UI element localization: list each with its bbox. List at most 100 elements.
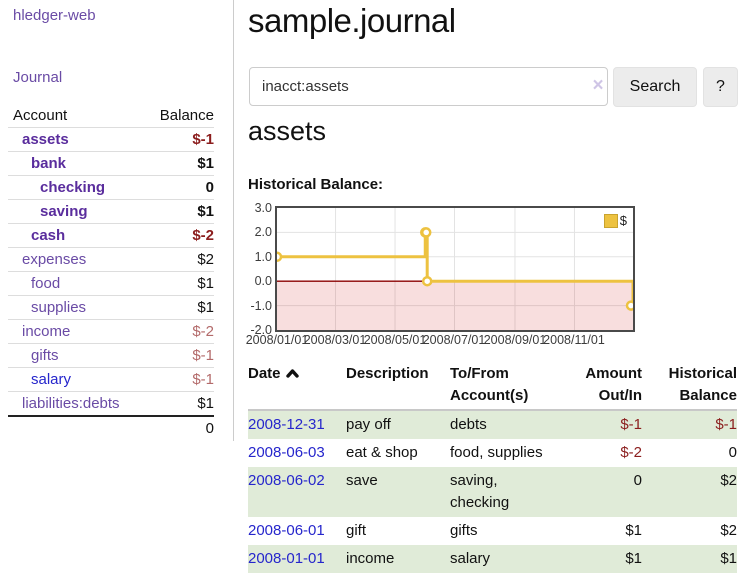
register-header-date[interactable]: Date: [248, 361, 346, 411]
register-header-account: To/From Account(s): [450, 361, 562, 411]
account-row: expenses $2: [8, 248, 214, 272]
register-header-description: Description: [346, 361, 450, 411]
transaction-date-link[interactable]: 2008-06-01: [248, 522, 325, 539]
register-header-row: Date Description To/From Account(s) Amou…: [248, 361, 737, 411]
brand-link[interactable]: hledger-web: [13, 7, 96, 24]
chart-svg: [277, 208, 633, 330]
transaction-accounts: gifts: [450, 522, 478, 539]
search-input[interactable]: [249, 67, 608, 106]
register-header-amount: Amount Out/In: [562, 361, 642, 411]
y-axis-tick: -2.0: [250, 323, 272, 337]
chart-legend: $: [601, 212, 629, 229]
account-link-saving[interactable]: saving: [40, 203, 88, 220]
account-row: food $1: [8, 272, 214, 296]
register-row: 2008-12-31 pay off debts $-1 $-1: [248, 410, 737, 439]
account-row: supplies $1: [8, 296, 214, 320]
y-axis-tick: 1.0: [254, 250, 272, 264]
account-balance: $-2: [192, 323, 214, 340]
account-balance: $1: [197, 299, 214, 316]
x-axis-tick: 2008/03/01: [303, 333, 367, 347]
x-axis-tick: 2008/11/01: [543, 333, 605, 347]
chart-title: Historical Balance:: [248, 176, 384, 193]
account-heading: assets: [248, 116, 327, 146]
transaction-amount: $-2: [620, 444, 642, 461]
y-axis-tick: -1.0: [250, 299, 272, 313]
x-axis-tick: 2008/07/01: [422, 333, 486, 347]
y-axis-tick: 3.0: [254, 201, 272, 215]
x-axis-tick: 2008/01/01: [245, 333, 309, 347]
account-balance: $1: [197, 275, 214, 292]
account-balance: $1: [197, 203, 214, 220]
accounts-header-row: Account Balance: [8, 104, 214, 128]
transaction-date-link[interactable]: 2008-06-02: [248, 472, 325, 489]
transaction-date-link[interactable]: 2008-06-03: [248, 444, 325, 461]
account-link-assets[interactable]: assets: [22, 131, 69, 148]
account-link-liabilities-debts[interactable]: liabilities:debts: [22, 395, 120, 412]
y-axis-tick: 0.0: [254, 274, 272, 288]
register-header-balance: Historical Balance: [642, 361, 737, 411]
x-axis-tick: 2008/09/01: [483, 333, 547, 347]
transaction-balance: $-1: [715, 416, 737, 433]
account-link-food[interactable]: food: [31, 275, 61, 292]
account-balance: $2: [197, 251, 214, 268]
account-row: bank $1: [8, 152, 214, 176]
account-balance: $-1: [192, 371, 214, 388]
account-row: income $-2: [8, 320, 214, 344]
account-link-bank[interactable]: bank: [31, 155, 67, 172]
account-link-gifts[interactable]: gifts: [31, 347, 59, 364]
account-balance: $-1: [192, 347, 214, 364]
transaction-date-link[interactable]: 2008-01-01: [248, 550, 325, 567]
transaction-accounts: saving, checking: [450, 472, 510, 511]
historical-balance-chart: $: [275, 206, 635, 332]
account-row: liabilities:debts $1: [8, 392, 214, 417]
transaction-amount: $-1: [620, 416, 642, 433]
transaction-accounts: food, supplies: [450, 444, 543, 461]
transaction-balance: $1: [720, 550, 737, 567]
transaction-description: income: [346, 550, 395, 567]
account-link-cash[interactable]: cash: [31, 227, 66, 244]
clear-search-icon[interactable]: ×: [592, 75, 604, 96]
account-link-supplies[interactable]: supplies: [31, 299, 87, 316]
help-button[interactable]: ?: [703, 67, 738, 107]
transaction-balance: $2: [720, 522, 737, 539]
accounts-header-balance: Balance: [146, 104, 214, 128]
transaction-balance: $2: [720, 472, 737, 489]
account-row: checking 0: [8, 176, 214, 200]
transaction-amount: $1: [625, 522, 642, 539]
page-title: sample.journal: [248, 2, 456, 39]
transaction-description: eat & shop: [346, 444, 418, 461]
account-row: saving $1: [8, 200, 214, 224]
accounts-table: Account Balance assets $-1 bank $1 check…: [8, 104, 214, 440]
transaction-description: save: [346, 472, 378, 489]
account-link-expenses[interactable]: expenses: [22, 251, 87, 268]
account-link-income[interactable]: income: [22, 323, 71, 340]
accounts-header-account: Account: [8, 104, 147, 128]
legend-label: $: [619, 213, 627, 228]
register-row: 2008-06-02 save saving, checking 0 $2: [248, 467, 737, 517]
sidebar: hledger-web Journal Account Balance asse…: [0, 0, 234, 441]
transaction-date-link[interactable]: 2008-12-31: [248, 416, 325, 433]
accounts-total-row: 0: [8, 416, 214, 440]
transaction-accounts: debts: [450, 416, 487, 433]
transaction-description: gift: [346, 522, 367, 539]
y-axis-tick: 2.0: [254, 225, 272, 239]
transaction-accounts: salary: [450, 550, 491, 567]
transaction-description: pay off: [346, 416, 391, 433]
x-axis-tick: 2008/05/01: [363, 333, 427, 347]
account-balance: 0: [205, 179, 214, 196]
account-balance: $1: [197, 155, 214, 172]
legend-swatch-icon: [603, 213, 618, 228]
transaction-amount: $1: [625, 550, 642, 567]
account-link-checking[interactable]: checking: [40, 179, 106, 196]
account-balance: $-1: [192, 131, 214, 148]
search-button[interactable]: Search: [613, 67, 697, 107]
sidebar-item-journal[interactable]: Journal: [13, 69, 63, 86]
register-row: 2008-06-03 eat & shop food, supplies $-2…: [248, 439, 737, 467]
account-balance: $1: [197, 395, 214, 412]
register-row: 2008-01-01 income salary $1 $1: [248, 545, 737, 573]
transaction-balance: 0: [728, 444, 737, 461]
account-row: salary $-1: [8, 368, 214, 392]
account-link-salary[interactable]: salary: [31, 371, 72, 388]
register-row: 2008-06-01 gift gifts $1 $2: [248, 517, 737, 545]
register-table: Date Description To/From Account(s) Amou…: [248, 361, 737, 573]
